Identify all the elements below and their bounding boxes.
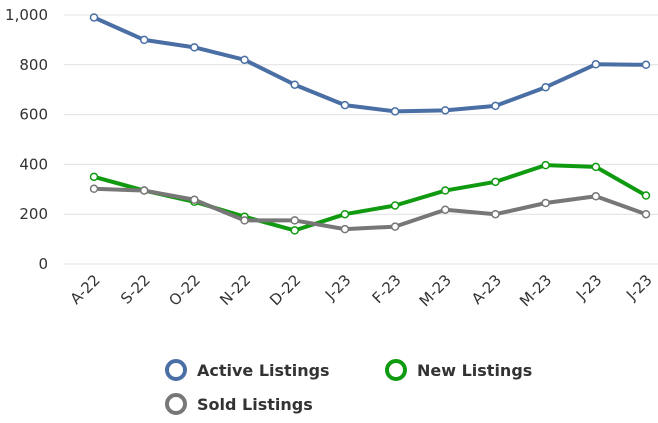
data-point (591, 192, 601, 201)
x-tick-label: J-23 (622, 271, 656, 305)
data-point (591, 60, 601, 69)
data-point (190, 195, 199, 205)
data-point (641, 191, 651, 200)
data-point (491, 177, 500, 187)
data-point (441, 205, 450, 214)
y-tick-label: 1,000 (5, 6, 48, 24)
x-tick-label: O-22 (165, 271, 204, 310)
y-tick-label: 400 (19, 155, 48, 173)
legend-marker (385, 359, 407, 381)
data-point (491, 209, 500, 219)
data-point (541, 198, 550, 208)
data-point (139, 35, 149, 45)
data-point (390, 222, 400, 231)
data-point (290, 80, 299, 89)
data-point (340, 224, 350, 234)
data-point (240, 55, 249, 65)
data-point (290, 216, 299, 225)
data-point (491, 101, 500, 111)
data-point (240, 216, 249, 225)
x-tick-label: D-22 (266, 271, 304, 309)
series-line (93, 186, 647, 232)
data-point (541, 82, 550, 92)
y-tick-label: 800 (19, 56, 48, 74)
y-tick-label: 200 (19, 205, 48, 223)
series-line (93, 15, 647, 114)
data-point (591, 162, 601, 172)
data-point (390, 107, 400, 116)
x-tick-label: J-23 (572, 271, 606, 305)
data-point (390, 201, 400, 210)
data-point (290, 226, 299, 235)
data-point (89, 184, 99, 194)
x-tick-label: N-22 (216, 271, 254, 309)
data-point (89, 13, 99, 22)
y-tick-label: 600 (19, 106, 48, 124)
data-point (139, 186, 149, 195)
x-tick-label: A-22 (67, 271, 104, 308)
legend-marker (165, 393, 187, 415)
y-tick-label: 0 (38, 255, 48, 273)
x-tick-label: M-23 (516, 271, 555, 310)
x-tick-label: F-23 (369, 271, 405, 307)
data-point (441, 186, 450, 195)
x-tick-label: S-22 (117, 271, 154, 308)
data-point (340, 209, 350, 219)
data-point (340, 100, 350, 110)
legend-label: New Listings (417, 361, 532, 380)
legend-label: Active Listings (197, 361, 330, 380)
legend-label: Sold Listings (197, 395, 313, 414)
data-point (641, 209, 651, 219)
data-point (441, 106, 450, 115)
x-tick-label: A-23 (468, 271, 505, 308)
data-point (641, 60, 651, 70)
legend-marker (165, 359, 187, 381)
x-tick-label: J-23 (321, 271, 355, 305)
data-point (89, 172, 99, 182)
data-point (541, 160, 550, 170)
data-point (190, 43, 199, 52)
x-tick-label: M-23 (416, 271, 455, 310)
